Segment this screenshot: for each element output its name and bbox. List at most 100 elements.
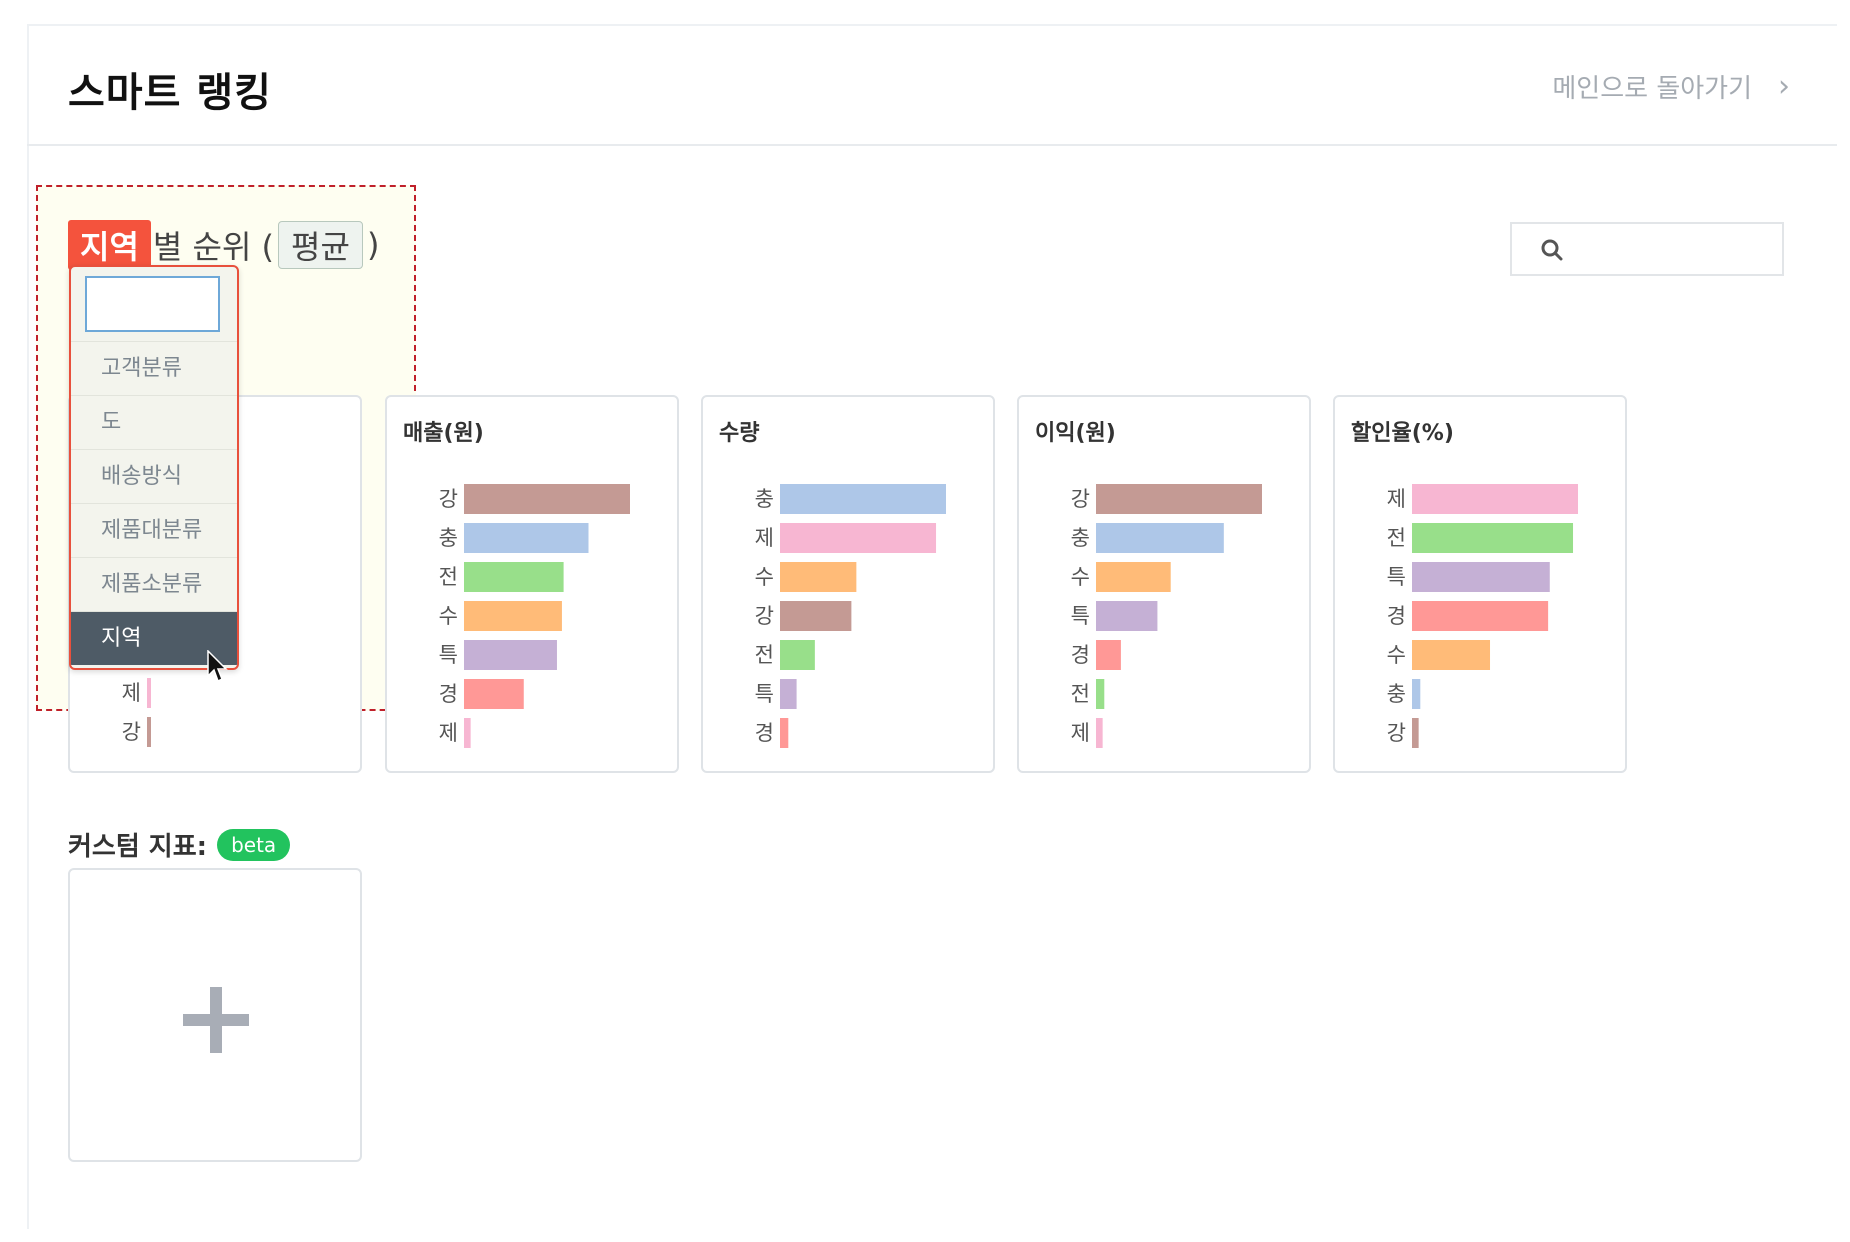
bar[interactable] — [464, 523, 589, 553]
back-link-label: 메인으로 돌아가기 — [1552, 74, 1752, 104]
bar[interactable] — [1412, 562, 1550, 592]
card-title: 수량 — [719, 421, 760, 446]
category-label: 제 — [1387, 487, 1406, 511]
by-rank-label: 별 순위 ( — [152, 228, 275, 266]
category-label: 수 — [1387, 643, 1406, 667]
bar[interactable] — [464, 484, 630, 514]
bar[interactable] — [1096, 484, 1262, 514]
bar[interactable] — [1412, 640, 1491, 670]
bar[interactable] — [1412, 601, 1549, 631]
category-label: 제 — [755, 526, 774, 550]
category-label: 경 — [755, 721, 774, 745]
category-label: 강 — [1387, 721, 1406, 745]
card-title: 매출(원) — [403, 421, 484, 446]
bar[interactable] — [147, 678, 151, 708]
category-label: 수 — [1071, 565, 1090, 589]
category-label: 수 — [755, 565, 774, 589]
chevron-right-icon: › — [1778, 68, 1790, 104]
bar[interactable] — [780, 523, 937, 553]
bar[interactable] — [780, 484, 946, 514]
category-label: 전 — [755, 643, 774, 667]
mouse-cursor-icon — [207, 650, 228, 683]
search-box[interactable] — [1510, 222, 1784, 276]
category-label: 특 — [439, 643, 458, 667]
bar[interactable] — [1096, 601, 1158, 631]
bar[interactable] — [1412, 679, 1421, 709]
bar[interactable] — [780, 679, 797, 709]
header-divider — [27, 144, 1837, 146]
dropdown-option[interactable]: 제품소분류 — [71, 557, 237, 611]
dropdown-option[interactable]: 제품대분류 — [71, 503, 237, 557]
bar[interactable] — [1096, 523, 1224, 553]
bar[interactable] — [780, 718, 789, 748]
bar[interactable] — [780, 562, 857, 592]
category-label: 경 — [439, 682, 458, 706]
bar[interactable] — [780, 640, 815, 670]
bar[interactable] — [147, 717, 151, 747]
category-label: 특 — [755, 682, 774, 706]
bar[interactable] — [1412, 484, 1578, 514]
bar[interactable] — [1096, 718, 1103, 748]
add-custom-metric-button[interactable] — [68, 868, 362, 1162]
dropdown-option[interactable]: 고객분류 — [71, 341, 237, 395]
dropdown-filter-input[interactable] — [85, 276, 220, 332]
bar[interactable] — [464, 718, 471, 748]
bar[interactable] — [1096, 640, 1121, 670]
plus-icon-vertical — [210, 987, 222, 1053]
bar[interactable] — [1412, 523, 1574, 553]
custom-metrics-label: 커스텀 지표: — [68, 832, 208, 862]
category-label: 제 — [122, 681, 141, 705]
group-by-dropdown: 고객분류 도 배송방식 제품대분류 제품소분류 지역 — [69, 265, 239, 670]
category-label: 충 — [755, 487, 774, 511]
ranking-title: 지역 별 순위 ( 평균 ) — [68, 220, 379, 270]
category-label: 강 — [755, 604, 774, 628]
bar[interactable] — [464, 601, 562, 631]
category-label: 전 — [439, 565, 458, 589]
page-frame-left — [27, 24, 29, 1229]
category-label: 특 — [1071, 604, 1090, 628]
category-label: 경 — [1071, 643, 1090, 667]
category-label: 충 — [439, 526, 458, 550]
aggregation-tag[interactable]: 평균 — [278, 221, 363, 269]
card-title: 할인율(%) — [1351, 421, 1454, 446]
page-title: 스마트 랭킹 — [68, 70, 272, 116]
bar[interactable] — [1096, 562, 1171, 592]
back-to-main-link[interactable]: 메인으로 돌아가기 › — [1552, 68, 1790, 105]
bar[interactable] — [1412, 718, 1419, 748]
custom-metrics-title: 커스텀 지표: beta — [68, 826, 291, 863]
bar[interactable] — [464, 640, 557, 670]
category-label: 충 — [1387, 682, 1406, 706]
search-icon — [1541, 239, 1563, 261]
category-label: 강 — [1071, 487, 1090, 511]
card-title: 이익(원) — [1035, 421, 1116, 446]
dropdown-option[interactable]: 도 — [71, 395, 237, 449]
category-label: 수 — [439, 604, 458, 628]
category-label: 경 — [1387, 604, 1406, 628]
bar[interactable] — [780, 601, 852, 631]
category-label: 충 — [1071, 526, 1090, 550]
category-label: 강 — [122, 720, 141, 744]
page-frame-top — [27, 24, 1837, 26]
dropdown-option[interactable]: 배송방식 — [71, 449, 237, 503]
group-by-tag[interactable]: 지역 — [68, 220, 151, 270]
category-label: 특 — [1387, 565, 1406, 589]
search-input[interactable] — [1576, 230, 1776, 270]
bar[interactable] — [464, 679, 524, 709]
category-label: 강 — [439, 487, 458, 511]
bar[interactable] — [464, 562, 564, 592]
close-paren: ) — [366, 226, 380, 264]
beta-badge: beta — [217, 828, 291, 861]
category-label: 전 — [1071, 682, 1090, 706]
category-label: 전 — [1387, 526, 1406, 550]
dropdown-option[interactable]: 지역 — [71, 611, 237, 665]
category-label: 제 — [439, 721, 458, 745]
bar[interactable] — [1096, 679, 1105, 709]
